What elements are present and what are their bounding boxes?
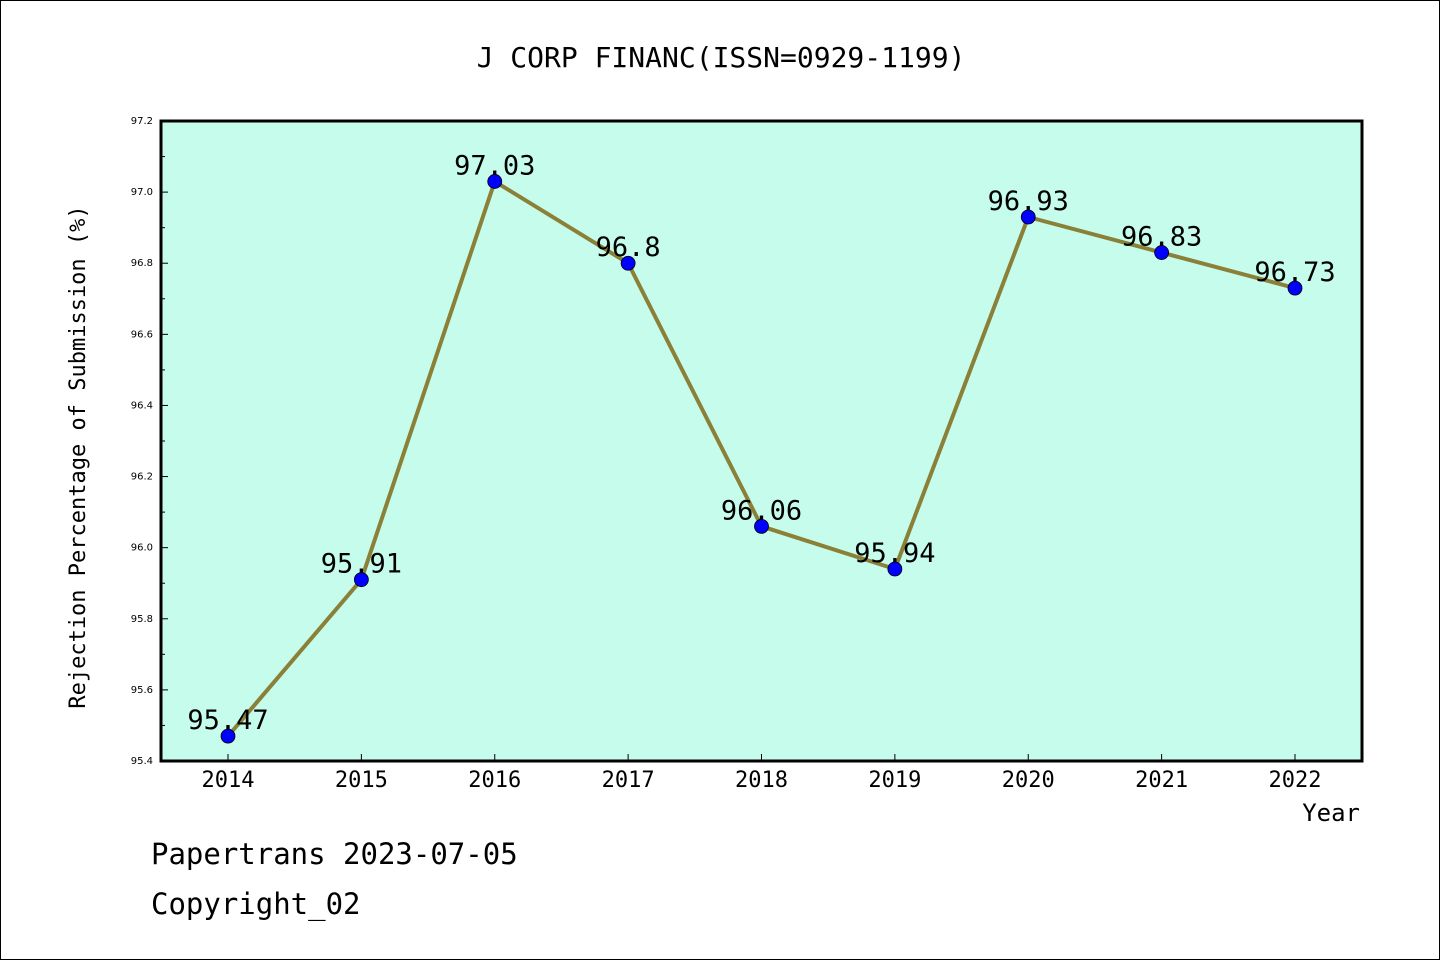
x-tick-label: 2019 — [868, 768, 921, 793]
x-tick-label: 2020 — [1002, 768, 1055, 793]
y-tick-label: 96.0 — [131, 543, 153, 554]
data-point — [754, 518, 769, 534]
x-tick-label: 2016 — [468, 768, 521, 793]
y-tick-label: 96.4 — [131, 400, 153, 411]
y-tick-label: 96.2 — [131, 472, 153, 483]
data-point — [1287, 280, 1303, 296]
data-point — [620, 255, 636, 271]
data-point — [487, 174, 503, 189]
data-point — [1020, 209, 1036, 225]
y-tick-label: 96.8 — [131, 258, 153, 269]
x-tick-label: 2022 — [1269, 768, 1322, 793]
y-tick-label: 95.4 — [131, 756, 153, 767]
data-label: 95.94 — [854, 538, 935, 569]
data-label: 96.06 — [721, 495, 802, 526]
data-label: 95.47 — [187, 705, 268, 736]
plot-border — [159, 119, 1364, 763]
x-tick-label: 2018 — [735, 768, 788, 793]
data-label: 95.91 — [321, 549, 402, 580]
y-tick-label: 97.2 — [131, 116, 153, 127]
data-label: 96.83 — [1121, 222, 1202, 253]
chart-title: J CORP FINANC(ISSN=0929-1199) — [477, 41, 966, 74]
y-tick-label: 95.8 — [131, 614, 153, 625]
x-tick-label: 2021 — [1135, 768, 1188, 793]
data-point — [1154, 245, 1170, 260]
x-tick-label: 2017 — [602, 768, 655, 793]
y-tick-label: 96.6 — [131, 329, 153, 340]
x-tick-label: 2014 — [202, 768, 255, 793]
y-tick-label: 95.6 — [131, 685, 153, 696]
data-point — [887, 561, 903, 577]
data-point — [353, 572, 369, 588]
data-label: 97.03 — [454, 150, 535, 181]
x-axis-label: Year — [1302, 799, 1360, 827]
y-axis-label: Rejection Percentage of Submission (%) — [66, 205, 91, 708]
footer-copyright: Copyright_02 — [151, 887, 361, 921]
data-label: 96.93 — [988, 186, 1069, 217]
plot-area — [161, 121, 1362, 761]
data-point — [220, 728, 236, 744]
data-label: 96.8 — [596, 232, 661, 263]
x-tick-label: 2015 — [335, 768, 388, 793]
y-tick-label: 97.0 — [131, 187, 153, 198]
footer-date: Papertrans 2023-07-05 — [151, 837, 518, 871]
data-label: 96.73 — [1254, 257, 1335, 288]
